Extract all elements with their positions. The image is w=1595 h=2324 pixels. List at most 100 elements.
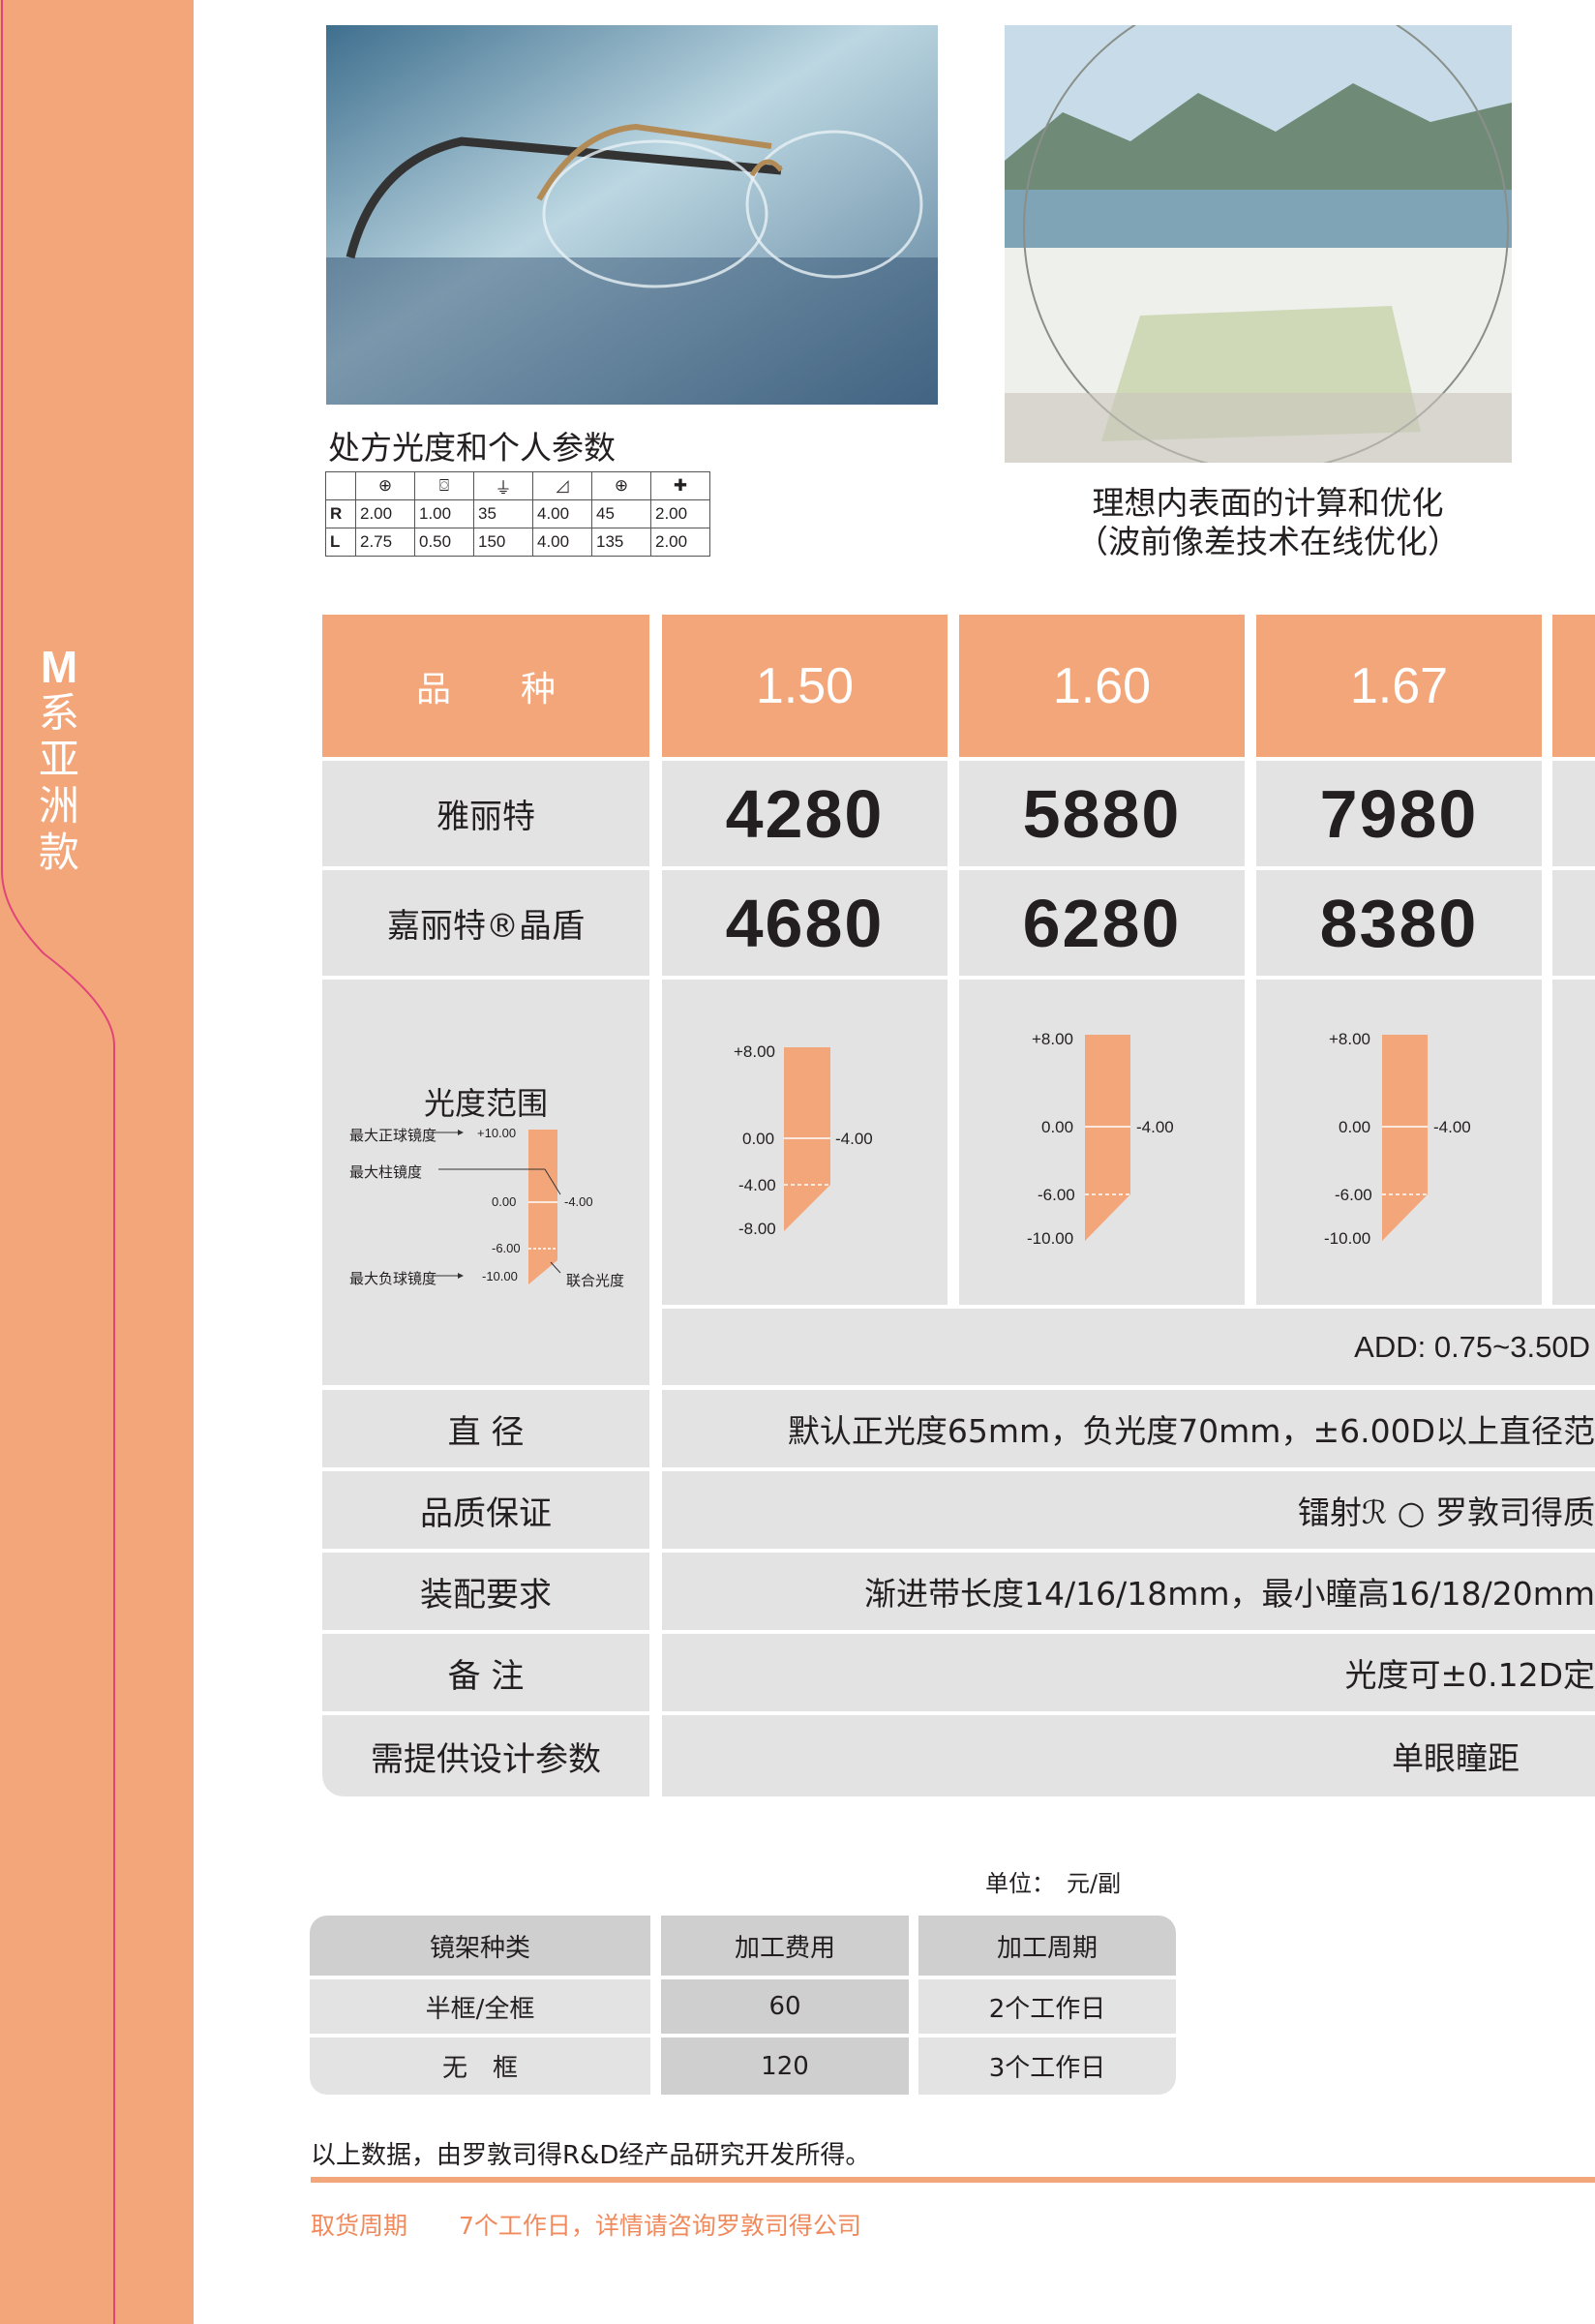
lens-photo xyxy=(1005,25,1512,463)
series-char: 洲 xyxy=(38,782,79,830)
proc-header: 镜架种类 xyxy=(310,1916,650,1976)
price-cell: 6280 xyxy=(959,870,1245,976)
legend-max-plus: 最大正球镜度 xyxy=(349,1128,437,1144)
range-diagram xyxy=(1382,1035,1428,1241)
eye-label: R xyxy=(325,499,356,528)
rx-params-table: ⊕ ⌼ ⏚ ◿ ⊕ ✚ R 2.00 1.00 35 4.00 45 2.00 … xyxy=(325,471,710,557)
rx-value: 2.00 xyxy=(355,499,415,528)
price-cell-partial xyxy=(1552,870,1595,976)
proc-header: 加工费用 xyxy=(661,1916,909,1976)
legend-tick: -10.00 xyxy=(482,1269,518,1283)
lens-caption: 理想内表面的计算和优化 （波前像差技术在线优化） xyxy=(997,484,1539,561)
series-char: 亚 xyxy=(38,736,79,783)
rx-value: 2.00 xyxy=(650,528,710,557)
range-label: 光度范围 xyxy=(423,1085,548,1122)
range-top: +8.00 xyxy=(734,1042,776,1061)
range-bottom: -10.00 xyxy=(1027,1229,1074,1248)
series-char: 款 xyxy=(38,829,79,876)
range-cell-167: +8.00 0.00 -4.00 -6.00 -10.00 xyxy=(1256,980,1542,1305)
proc-cell: 2个工作日 xyxy=(918,1979,1176,2034)
rx-value: 4.00 xyxy=(532,528,592,557)
axis-icon: ⏚ xyxy=(495,478,512,498)
cylinder-icon: ⌼ xyxy=(438,476,450,495)
glasses-photo xyxy=(326,25,938,405)
detail-value: 镭射ℛ ○ 罗敦司得质 xyxy=(662,1471,1595,1549)
price-cell: 7980 xyxy=(1256,761,1542,866)
detail-value: 单眼瞳距 xyxy=(662,1715,1595,1796)
detail-text: 单眼瞳距 xyxy=(1392,1739,1520,1777)
prism-base-icon: ⊕ xyxy=(614,476,629,495)
rx-value: 1.00 xyxy=(414,499,474,528)
unit-label: 单位： 元/副 xyxy=(985,1870,1122,1897)
rx-row-left: L 2.75 0.50 150 4.00 135 2.00 xyxy=(325,528,710,557)
range-cell-150: +8.00 0.00 -4.00 -4.00 -8.00 xyxy=(662,980,948,1305)
range-cyl: -4.00 xyxy=(835,1130,873,1148)
add-range-text: ADD: 0.75~3.50D xyxy=(1354,1329,1590,1364)
legend-tick: -4.00 xyxy=(564,1194,593,1209)
rx-value: 2.75 xyxy=(355,528,415,557)
detail-label: 直 径 xyxy=(322,1390,649,1467)
header-index-160: 1.60 xyxy=(959,615,1245,757)
price-cell: 5880 xyxy=(959,761,1245,866)
detail-value: 渐进带长度14/16/18mm，最小瞳高16/18/20mm xyxy=(662,1553,1595,1630)
rx-value: 135 xyxy=(591,528,651,557)
rx-value: 4.00 xyxy=(532,499,592,528)
detail-value: 光度可±0.12D定 xyxy=(662,1634,1595,1711)
range-mid: -6.00 xyxy=(1038,1186,1075,1204)
sidebar xyxy=(0,0,194,2324)
lens-caption-line1: 理想内表面的计算和优化 xyxy=(1092,484,1444,522)
product-name: 嘉丽特®晶盾 xyxy=(322,870,649,976)
range-mid: -4.00 xyxy=(738,1176,776,1194)
series-char: 系 xyxy=(38,689,79,737)
header-index-150: 1.50 xyxy=(662,615,948,757)
header-index-partial xyxy=(1552,615,1595,757)
header-index-167: 1.67 xyxy=(1256,615,1542,757)
series-letter: M xyxy=(40,642,78,692)
range-bottom: -10.00 xyxy=(1324,1229,1371,1248)
rx-caption: 处方光度和个人参数 xyxy=(328,429,616,467)
proc-cell: 120 xyxy=(661,2037,909,2095)
sphere-icon: ⊕ xyxy=(377,476,393,495)
product-name: 雅丽特 xyxy=(322,761,649,866)
delivery-text: 7个工作日，详情请咨询罗敦司得公司 xyxy=(459,2212,861,2240)
price-cell: 4680 xyxy=(662,870,948,976)
detail-label: 品质保证 xyxy=(322,1471,649,1549)
add-icon: ✚ xyxy=(673,476,688,495)
legend-tick: +10.00 xyxy=(477,1126,517,1140)
lens-caption-line2: （波前像差技术在线优化） xyxy=(1076,523,1460,560)
range-zero: 0.00 xyxy=(1041,1118,1074,1136)
detail-label: 需提供设计参数 xyxy=(322,1715,649,1796)
rx-row-right: R 2.00 1.00 35 4.00 45 2.00 xyxy=(325,499,710,528)
header-product-label: 品 种 xyxy=(322,615,649,757)
rx-icon-row: ⊕ ⌼ ⏚ ◿ ⊕ ✚ xyxy=(325,471,710,500)
proc-cell: 无 框 xyxy=(310,2037,650,2095)
eye-label: L xyxy=(325,528,356,557)
sidebar-curve xyxy=(1,0,115,2324)
range-zero: 0.00 xyxy=(742,1130,775,1148)
price-cell-partial xyxy=(1552,761,1595,866)
prism-icon: ◿ xyxy=(556,476,569,495)
range-cyl: -4.00 xyxy=(1433,1118,1471,1136)
delivery-label: 取货周期 xyxy=(311,2212,408,2240)
legend-tick: -6.00 xyxy=(492,1241,521,1255)
add-range: ADD: 0.75~3.50D xyxy=(662,1309,1595,1385)
range-mid: -6.00 xyxy=(1335,1186,1372,1204)
rx-value: 45 xyxy=(591,499,651,528)
legend-tick: 0.00 xyxy=(492,1194,517,1209)
series-title: M 系 亚 洲 款 xyxy=(35,644,83,876)
price-cell: 4280 xyxy=(662,761,948,866)
detail-label: 装配要求 xyxy=(322,1553,649,1630)
proc-cell: 60 xyxy=(661,1979,909,2034)
proc-cell: 3个工作日 xyxy=(918,2037,1176,2095)
detail-text: 默认正光度65mm，负光度70mm，±6.00D以上直径范 xyxy=(787,1412,1595,1450)
range-diagram xyxy=(784,1047,830,1231)
range-cell-partial xyxy=(1552,980,1595,1305)
range-top: +8.00 xyxy=(1329,1030,1371,1048)
range-legend-diagram xyxy=(431,1130,561,1284)
range-top: +8.00 xyxy=(1032,1030,1074,1048)
range-legend-cell: 光度范围 最大正球镜度 最大柱镜度 最大负球镜度 联合光度 +10.00 0.0… xyxy=(322,980,649,1385)
range-cell-160: +8.00 0.00 -4.00 -6.00 -10.00 xyxy=(959,980,1245,1305)
rx-value: 35 xyxy=(473,499,533,528)
range-zero: 0.00 xyxy=(1339,1118,1371,1136)
footer-note: 以上数据，由罗敦司得R&D经产品研究开发所得。 xyxy=(311,2141,871,2170)
